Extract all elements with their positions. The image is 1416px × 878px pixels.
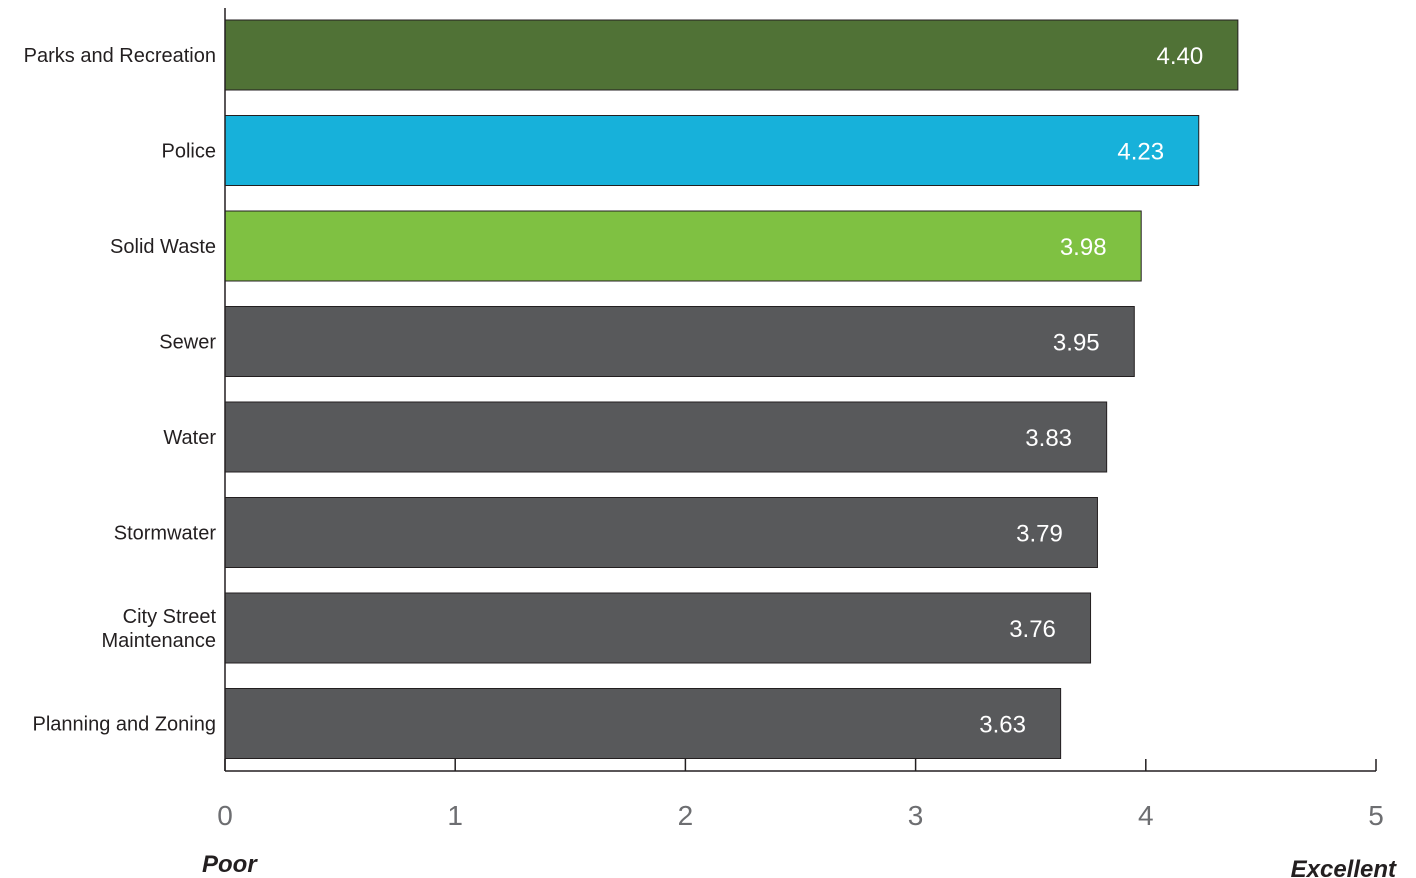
category-label-6: Stormwater — [114, 523, 217, 545]
category-label-7: City Street Maintenance — [101, 606, 216, 652]
bar-4 — [225, 307, 1134, 377]
category-label-2: Police — [162, 141, 216, 163]
scale-high-label: Excellent — [1291, 856, 1397, 878]
value-label-3: 3.98 — [1060, 234, 1107, 261]
value-label-2: 4.23 — [1117, 139, 1164, 166]
bar-5 — [225, 402, 1107, 472]
bar-6 — [225, 498, 1097, 568]
x-tick-label-2: 2 — [678, 800, 694, 831]
category-label-4: Sewer — [159, 332, 216, 354]
x-tick-label-0: 0 — [217, 800, 233, 831]
x-tick-label-5: 5 — [1368, 800, 1384, 831]
value-label-8: 3.63 — [979, 712, 1026, 739]
x-tick-label-4: 4 — [1138, 800, 1154, 831]
value-label-4: 3.95 — [1053, 330, 1100, 357]
category-label-5: Water — [163, 427, 216, 449]
x-tick-label-3: 3 — [908, 800, 924, 831]
x-tick-label-1: 1 — [447, 800, 463, 831]
bar-2 — [225, 116, 1199, 186]
bar-3 — [225, 211, 1141, 281]
bar-7 — [225, 593, 1091, 663]
category-label-8: Planning and Zoning — [33, 714, 216, 736]
category-label-1: Parks and Recreation — [24, 45, 216, 67]
bar-8 — [225, 689, 1061, 759]
scale-low-label: Poor — [202, 851, 258, 878]
bar-1 — [225, 20, 1238, 90]
value-label-6: 3.79 — [1016, 521, 1063, 548]
value-label-7: 3.76 — [1009, 616, 1056, 643]
value-label-5: 3.83 — [1025, 425, 1072, 452]
value-label-1: 4.40 — [1157, 43, 1204, 70]
bars — [225, 20, 1238, 759]
category-label-3: Solid Waste — [110, 236, 216, 258]
